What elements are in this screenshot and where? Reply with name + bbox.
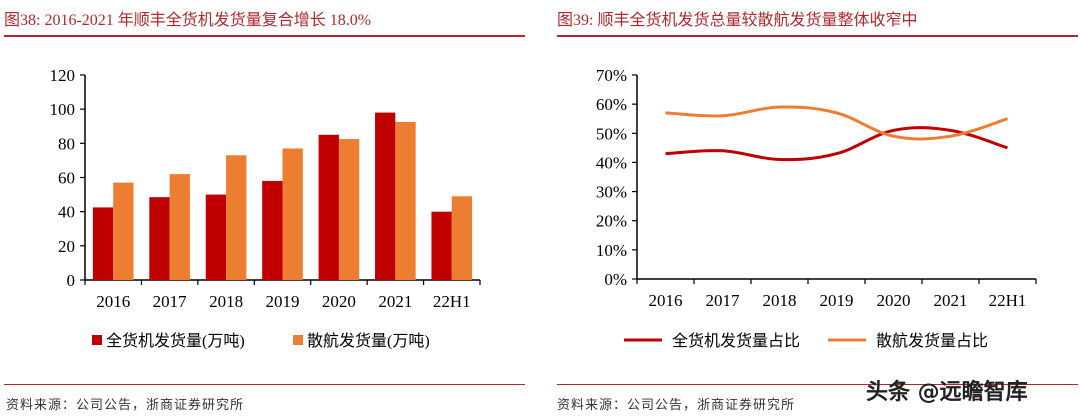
chart1-y-tick-label: 0 [67, 271, 76, 290]
chart1-bar-freighter-2017 [149, 197, 170, 280]
chart1-bar-freighter-2021 [375, 112, 396, 280]
chart2-y-tick-label: 40% [596, 153, 627, 172]
chart1-y-tick-label: 120 [50, 66, 76, 85]
chart2-y-tick-label: 50% [596, 124, 627, 143]
chart2-x-tick-label: 2021 [934, 291, 968, 310]
chart2-legend-label: 散航发货量占比 [876, 332, 988, 350]
chart2-y-tick-label: 30% [596, 183, 627, 202]
chart1-bar-belly-2019 [282, 148, 303, 280]
chart2-y-tick-label: 10% [596, 241, 627, 260]
chart1-bar-belly-2016 [113, 182, 134, 280]
chart1-bar-belly-22H1 [451, 196, 473, 280]
chart2-line-freighter-share [665, 126, 1008, 162]
chart1-x-tick-label: 2020 [322, 292, 356, 311]
chart1-bar-belly-2021 [395, 121, 416, 281]
chart2-x-tick-label: 2017 [706, 291, 741, 310]
chart1-x-tick-label: 22H1 [433, 292, 471, 311]
chart1-bar-belly-2017 [169, 174, 190, 280]
chart1-source: 资料来源：公司公告，浙商证券研究所 [6, 398, 245, 413]
chart1-bar-belly-2020 [338, 139, 360, 280]
chart1-y-tick-label: 60 [58, 169, 75, 188]
chart2-y-tick-label: 0% [604, 270, 627, 289]
chart1-x-tick-label: 2021 [378, 292, 412, 311]
chart1-title: 图38: 2016-2021 年顺丰全货机发货量复合增长 18.0% [4, 12, 372, 29]
chart1-y-tick-label: 100 [50, 100, 76, 119]
chart2-y-tick-label: 20% [596, 212, 627, 231]
chart1-bar-belly-2018 [226, 155, 247, 280]
chart1-y-tick-label: 20 [58, 237, 75, 256]
chart2-x-tick-label: 2018 [763, 291, 797, 310]
chart1-legend-swatch [293, 335, 303, 345]
chart1-x-tick-label: 2016 [96, 292, 130, 311]
chart2-bottom-rule [557, 384, 1078, 385]
chart1-legend-label: 散航发货量(万吨) [307, 332, 430, 350]
chart2-legend-label: 全货机发货量占比 [672, 332, 800, 350]
chart1-x-tick-label: 2019 [266, 292, 300, 311]
chart1-legend-label: 全货机发货量(万吨) [106, 332, 245, 350]
chart2-line-belly-share [665, 105, 1008, 141]
chart1-title-rule [4, 35, 525, 37]
chart1-bar-freighter-2019 [262, 180, 283, 280]
chart1-y-tick-label: 80 [58, 134, 75, 153]
chart1-bottom-rule [4, 384, 525, 385]
chart1-legend-swatch [92, 335, 102, 345]
chart1-bar-freighter-22H1 [431, 211, 452, 280]
watermark: 头条 @远瞻智库 [866, 380, 1028, 405]
chart2-x-tick-label: 2019 [820, 291, 854, 310]
chart1-x-tick-label: 2017 [153, 292, 188, 311]
chart1-x-tick-label: 2018 [209, 292, 243, 311]
chart1-bar-freighter-2018 [205, 194, 227, 280]
chart2-title-rule [557, 35, 1078, 37]
chart1-bar-freighter-2020 [318, 134, 339, 280]
chart1-bar-freighter-2016 [92, 207, 114, 280]
chart2-x-tick-label: 2016 [649, 291, 683, 310]
chart2-source: 资料来源：公司公告，浙商证券研究所 [557, 398, 796, 413]
chart2-title: 图39: 顺丰全货机发货总量较散航发货量整体收窄中 [557, 12, 918, 29]
chart2-y-tick-label: 60% [596, 95, 627, 114]
chart1-y-tick-label: 40 [58, 203, 75, 222]
chart2-x-tick-label: 22H1 [989, 291, 1027, 310]
chart2-y-tick-label: 70% [596, 66, 627, 85]
chart2-x-tick-label: 2020 [877, 291, 911, 310]
